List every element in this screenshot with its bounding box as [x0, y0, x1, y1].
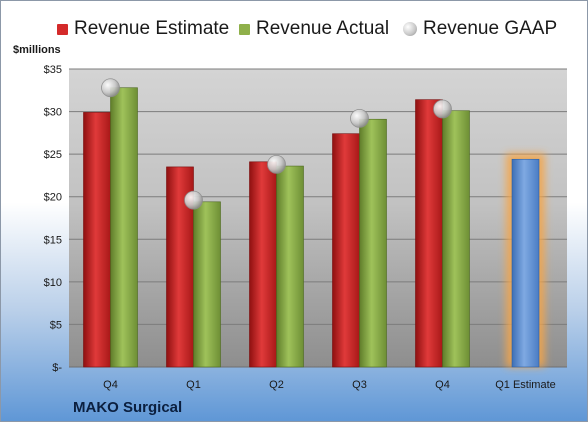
- bar-revenue-estimate: [415, 99, 443, 368]
- legend-swatch-estimate: [57, 23, 68, 35]
- legend-item-gaap: Revenue GAAP: [403, 15, 557, 43]
- legend-swatch-gaap: [403, 22, 417, 36]
- y-tick-label: $10: [44, 277, 62, 289]
- y-tick-label: $15: [44, 234, 62, 246]
- legend-item-actual: Revenue Actual: [239, 15, 389, 43]
- bar-revenue-actual: [276, 165, 304, 368]
- bar-revenue-estimate: [332, 133, 360, 368]
- y-tick-label: $20: [44, 192, 62, 204]
- marker-revenue-gaap: [267, 154, 286, 174]
- y-tick-label: $35: [44, 64, 62, 76]
- legend: Revenue Estimate Revenue Actual Revenue …: [1, 15, 588, 43]
- legend-label-estimate: Revenue Estimate: [74, 18, 230, 39]
- bar-revenue-actual: [359, 118, 387, 368]
- y-axis-unit-label: $millions: [13, 44, 61, 56]
- y-tick-label: $25: [44, 149, 62, 161]
- legend-swatch-actual: [239, 23, 250, 35]
- x-tick-label: Q1 Estimate: [495, 379, 556, 391]
- marker-revenue-gaap: [101, 78, 120, 98]
- y-tick-label: $-: [52, 362, 62, 374]
- bar-revenue-actual: [442, 110, 470, 368]
- x-tick-label: Q4: [103, 379, 118, 391]
- x-tick-label: Q4: [435, 379, 450, 391]
- bar-revenue-actual: [110, 87, 138, 368]
- y-tick-label: $5: [50, 319, 62, 331]
- bar-revenue-actual: [193, 201, 221, 368]
- y-tick-label: $30: [44, 107, 62, 119]
- bar-revenue-estimate: [83, 112, 111, 368]
- axes: $- $5 $10 $15 $20 $25 $30 $35 Q4 Q1 Q2 Q3 Q4 Q1 Estim…: [44, 64, 567, 391]
- plot-area: [69, 69, 567, 367]
- x-tick-label: Q1: [186, 379, 201, 391]
- marker-revenue-gaap: [433, 99, 452, 119]
- legend-label-gaap: Revenue GAAP: [423, 18, 558, 39]
- bar-revenue-estimate: [249, 161, 277, 368]
- legend-label-actual: Revenue Actual: [256, 18, 390, 39]
- gridlines: [69, 68, 567, 325]
- legend-item-estimate: Revenue Estimate: [57, 15, 229, 43]
- marker-revenue-gaap: [184, 190, 203, 210]
- bar-forecast-estimate: [511, 158, 540, 368]
- company-name: MAKO Surgical: [73, 399, 183, 416]
- gaap-markers: [101, 78, 452, 210]
- marker-revenue-gaap: [350, 108, 369, 128]
- x-tick-label: Q3: [352, 379, 367, 391]
- x-tick-label: Q2: [269, 379, 284, 391]
